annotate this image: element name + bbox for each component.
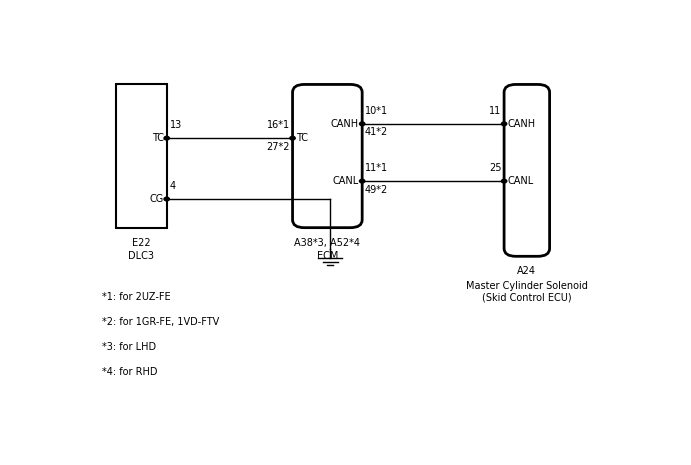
Text: TC: TC — [152, 133, 164, 143]
FancyBboxPatch shape — [292, 85, 362, 228]
Text: 11*1: 11*1 — [365, 163, 388, 173]
Text: TC: TC — [296, 133, 308, 143]
Circle shape — [502, 122, 507, 126]
Text: E22: E22 — [132, 238, 151, 248]
Text: *1: for 2UZ-FE: *1: for 2UZ-FE — [102, 292, 171, 302]
Text: CG: CG — [150, 194, 164, 204]
Circle shape — [359, 122, 365, 126]
Text: CANH: CANH — [508, 119, 536, 129]
Text: 4: 4 — [170, 181, 176, 191]
Text: *3: for LHD: *3: for LHD — [102, 342, 157, 352]
Text: 25: 25 — [489, 163, 502, 173]
Circle shape — [359, 179, 365, 183]
Circle shape — [164, 136, 169, 140]
Text: 41*2: 41*2 — [365, 127, 388, 138]
Text: 49*2: 49*2 — [365, 185, 388, 195]
Text: A24: A24 — [518, 266, 536, 276]
Text: 16*1: 16*1 — [267, 120, 290, 130]
Text: CANL: CANL — [332, 176, 359, 186]
Text: *2: for 1GR-FE, 1VD-FTV: *2: for 1GR-FE, 1VD-FTV — [102, 317, 220, 327]
Circle shape — [290, 136, 295, 140]
FancyBboxPatch shape — [504, 85, 549, 256]
Text: 10*1: 10*1 — [365, 106, 388, 116]
Text: CANL: CANL — [508, 176, 534, 186]
Circle shape — [502, 179, 507, 183]
Text: A38*3, A52*4: A38*3, A52*4 — [294, 238, 361, 248]
Bar — [116, 85, 167, 228]
Text: *4: for RHD: *4: for RHD — [102, 367, 158, 377]
Circle shape — [164, 197, 169, 201]
Text: 11: 11 — [489, 106, 502, 116]
Text: DLC3: DLC3 — [129, 251, 154, 261]
Text: ECM: ECM — [316, 251, 338, 261]
Text: 27*2: 27*2 — [266, 142, 290, 152]
Text: Master Cylinder Solenoid
(Skid Control ECU): Master Cylinder Solenoid (Skid Control E… — [466, 281, 588, 303]
Text: CANH: CANH — [330, 119, 359, 129]
Text: 13: 13 — [170, 120, 182, 130]
